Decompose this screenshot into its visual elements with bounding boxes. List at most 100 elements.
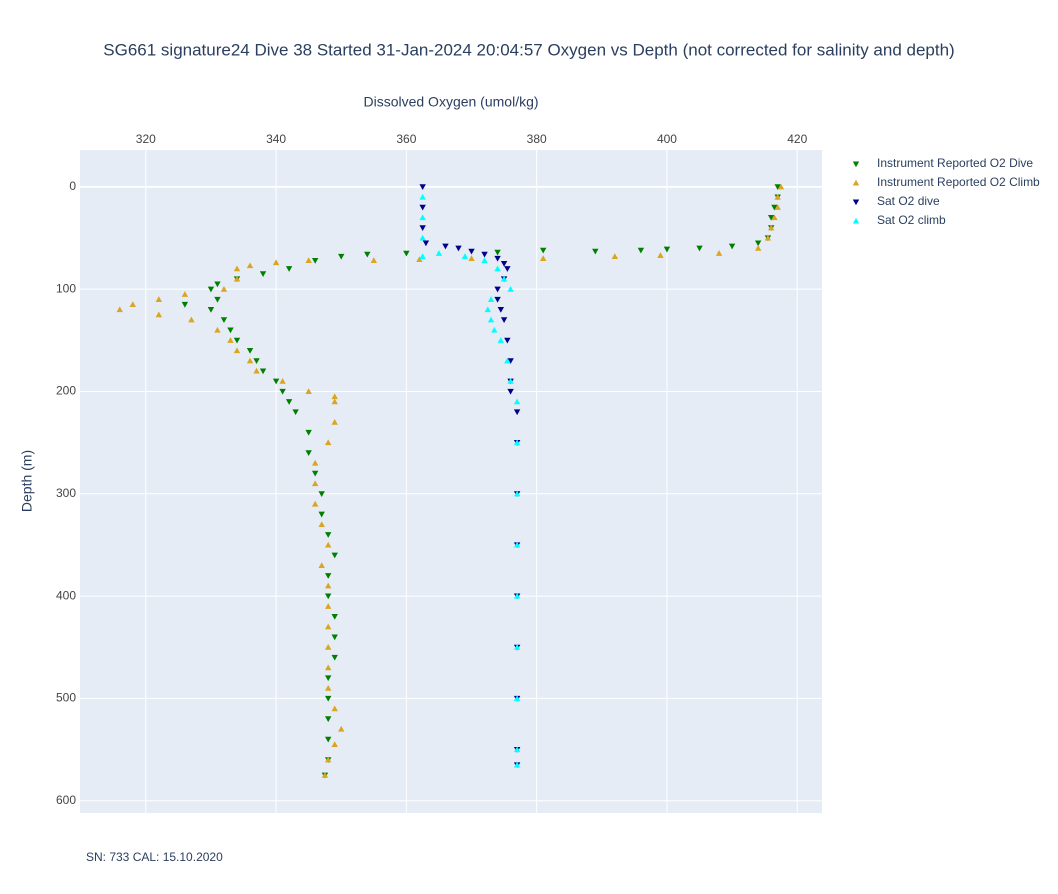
data-point (331, 705, 338, 712)
data-point (513, 644, 521, 650)
x-tick-label: 340 (266, 132, 286, 146)
data-point (311, 480, 319, 487)
data-point (771, 204, 778, 211)
data-point (611, 253, 619, 259)
data-point (728, 243, 736, 250)
data-point (754, 240, 762, 247)
legend-marker (852, 199, 860, 206)
data-point (325, 716, 332, 723)
data-point (504, 337, 511, 344)
data-point (539, 255, 547, 262)
data-point (325, 593, 332, 600)
data-point (253, 367, 260, 374)
data-point (155, 296, 163, 302)
data-point (696, 245, 703, 252)
data-point (754, 245, 762, 251)
data-point (419, 225, 426, 231)
data-point (318, 491, 325, 497)
x-tick-label: 420 (787, 132, 807, 146)
data-point (214, 281, 221, 288)
data-point (513, 398, 521, 405)
data-point (419, 253, 426, 259)
legend-marker (852, 217, 860, 224)
data-point (321, 771, 329, 778)
data-point (325, 756, 332, 763)
data-point (331, 393, 338, 400)
data-point (305, 450, 312, 457)
data-point (484, 306, 492, 313)
data-point (188, 316, 195, 323)
data-point (715, 250, 723, 256)
legend-label: Instrument Reported O2 Climb (877, 175, 1040, 189)
legend-item[interactable]: Instrument Reported O2 Dive (852, 156, 1034, 170)
data-point (311, 257, 319, 264)
data-point (338, 253, 345, 260)
data-point (500, 317, 508, 324)
x-tick-label: 360 (396, 132, 416, 146)
x-tick-label: 320 (136, 132, 156, 146)
data-point (774, 193, 781, 200)
data-point (416, 256, 423, 263)
data-point (767, 214, 775, 221)
data-point (285, 266, 293, 272)
chart-title: SG661 signature24 Dive 38 Started 31-Jan… (103, 40, 954, 59)
legend-label: Sat O2 dive (877, 194, 940, 208)
data-point (311, 459, 319, 466)
data-point (325, 439, 332, 446)
legend-marker (852, 179, 860, 186)
data-point (214, 296, 221, 303)
data-point (487, 296, 495, 302)
x-axis-title: Dissolved Oxygen (umol/kg) (363, 94, 538, 110)
data-point (507, 285, 514, 292)
data-point (513, 439, 521, 446)
data-point (507, 358, 514, 364)
data-point (500, 275, 508, 282)
data-point (233, 347, 241, 354)
data-point (220, 317, 228, 324)
data-point (774, 204, 781, 210)
data-point (331, 613, 338, 620)
data-point (214, 326, 221, 333)
data-point (331, 398, 338, 405)
data-point (318, 511, 325, 518)
data-point (637, 247, 645, 254)
data-point (370, 257, 378, 264)
data-point (777, 183, 785, 190)
legend-item[interactable]: Sat O2 climb (852, 213, 946, 227)
data-point (259, 271, 267, 278)
data-point (422, 240, 430, 247)
data-point (419, 214, 426, 221)
data-point (419, 184, 426, 191)
grid (80, 150, 822, 813)
data-point (331, 741, 338, 748)
data-point (487, 316, 495, 323)
y-axis-title: Depth (m) (19, 450, 35, 512)
x-tick-label: 400 (657, 132, 677, 146)
data-point (481, 251, 488, 258)
data-point (279, 388, 286, 395)
data-point (513, 592, 521, 599)
legend-item[interactable]: Sat O2 dive (852, 194, 940, 208)
data-point (494, 286, 501, 293)
data-point (318, 521, 325, 528)
data-point (504, 266, 511, 272)
data-point (311, 500, 319, 507)
data-point (497, 307, 505, 313)
legend-label: Sat O2 climb (877, 213, 946, 227)
data-point (325, 684, 332, 691)
y-tick-label: 500 (56, 691, 76, 705)
data-point (253, 358, 260, 364)
data-point (325, 664, 332, 671)
x-tick-label: 380 (527, 132, 547, 146)
data-point (494, 255, 501, 262)
data-point (233, 265, 241, 272)
data-point (233, 275, 241, 282)
data-point (325, 623, 332, 630)
legend-item[interactable]: Instrument Reported O2 Climb (852, 175, 1040, 189)
data-point (504, 357, 511, 364)
data-point (318, 562, 325, 568)
y-tick-label: 300 (56, 486, 76, 500)
data-point (774, 184, 781, 191)
data-point (331, 654, 338, 661)
data-point (233, 337, 241, 344)
